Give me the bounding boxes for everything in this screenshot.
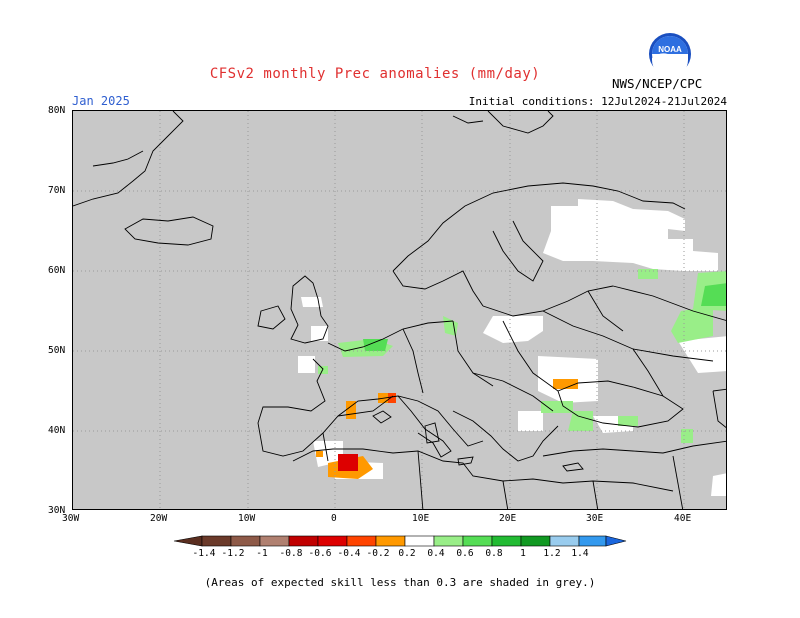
colorbar-label: 1.4: [571, 548, 589, 559]
colorbar-bin: [201, 535, 232, 547]
colorbar-bin: [230, 535, 261, 547]
lat-tick-60n: 60N: [48, 265, 66, 276]
noaa-logo-text: NOAA: [658, 45, 682, 54]
colorbar-bin: [404, 535, 435, 547]
lat-tick-70n: 70N: [48, 185, 66, 196]
colorbar-high-arrow: [605, 535, 627, 547]
colorbar-bin: [578, 535, 607, 547]
colorbar-label: -0.8: [279, 548, 303, 559]
noaa-logo: NOAA: [648, 32, 692, 78]
colorbar-bin: [288, 535, 319, 547]
colorbar-label: 0.6: [456, 548, 474, 559]
lon-tick-10e: 10E: [412, 513, 430, 524]
colorbar-label: -1: [256, 548, 268, 559]
colorbar-bin: [491, 535, 522, 547]
colorbar-bin: [549, 535, 580, 547]
colorbar-label: 0.8: [485, 548, 503, 559]
neutral-regions: [298, 199, 726, 496]
colorbar-bin: [317, 535, 348, 547]
colorbar-label: -1.2: [221, 548, 245, 559]
lat-tick-30n: 30N: [48, 505, 66, 516]
colorbar-bin: [462, 535, 493, 547]
colorbar-bin: [259, 535, 290, 547]
coastlines: [73, 111, 726, 509]
lon-tick-10w: 10W: [238, 513, 256, 524]
lat-lon-grid: [73, 111, 726, 509]
lon-tick-30e: 30E: [586, 513, 604, 524]
colorbar-label: 0.2: [398, 548, 416, 559]
colorbar-label: -0.2: [366, 548, 390, 559]
skill-footnote: (Areas of expected skill less than 0.3 a…: [204, 576, 596, 589]
chart-title: CFSv2 monthly Prec anomalies (mm/day): [209, 66, 541, 82]
lat-tick-50n: 50N: [48, 345, 66, 356]
colorbar-bin: [346, 535, 377, 547]
colorbar-bin: [520, 535, 551, 547]
forecast-month: Jan 2025: [72, 94, 130, 108]
colorbar-label: 0.4: [427, 548, 445, 559]
colorbar-label: 1: [520, 548, 526, 559]
colorbar-low-arrow: [173, 535, 203, 547]
lon-tick-30w: 30W: [62, 513, 80, 524]
colorbar-label: -0.6: [308, 548, 332, 559]
lon-tick-20e: 20E: [499, 513, 517, 524]
agency-label: NWS/NCEP/CPC: [612, 76, 703, 91]
initial-conditions: Initial conditions: 12Jul2024-21Jul2024: [468, 95, 727, 108]
colorbar-label: -1.4: [192, 548, 216, 559]
precip-anomaly-map: [72, 110, 727, 510]
colorbar: [173, 535, 627, 547]
colorbar-label: -0.4: [337, 548, 361, 559]
colorbar-bin: [433, 535, 464, 547]
lat-tick-80n: 80N: [48, 105, 66, 116]
lon-tick-40e: 40E: [674, 513, 692, 524]
colorbar-bin: [375, 535, 406, 547]
lon-tick-0: 0: [331, 513, 337, 524]
lat-tick-40n: 40N: [48, 425, 66, 436]
colorbar-label: 1.2: [543, 548, 561, 559]
wet-regions: [318, 269, 726, 443]
lon-tick-20w: 20W: [150, 513, 168, 524]
